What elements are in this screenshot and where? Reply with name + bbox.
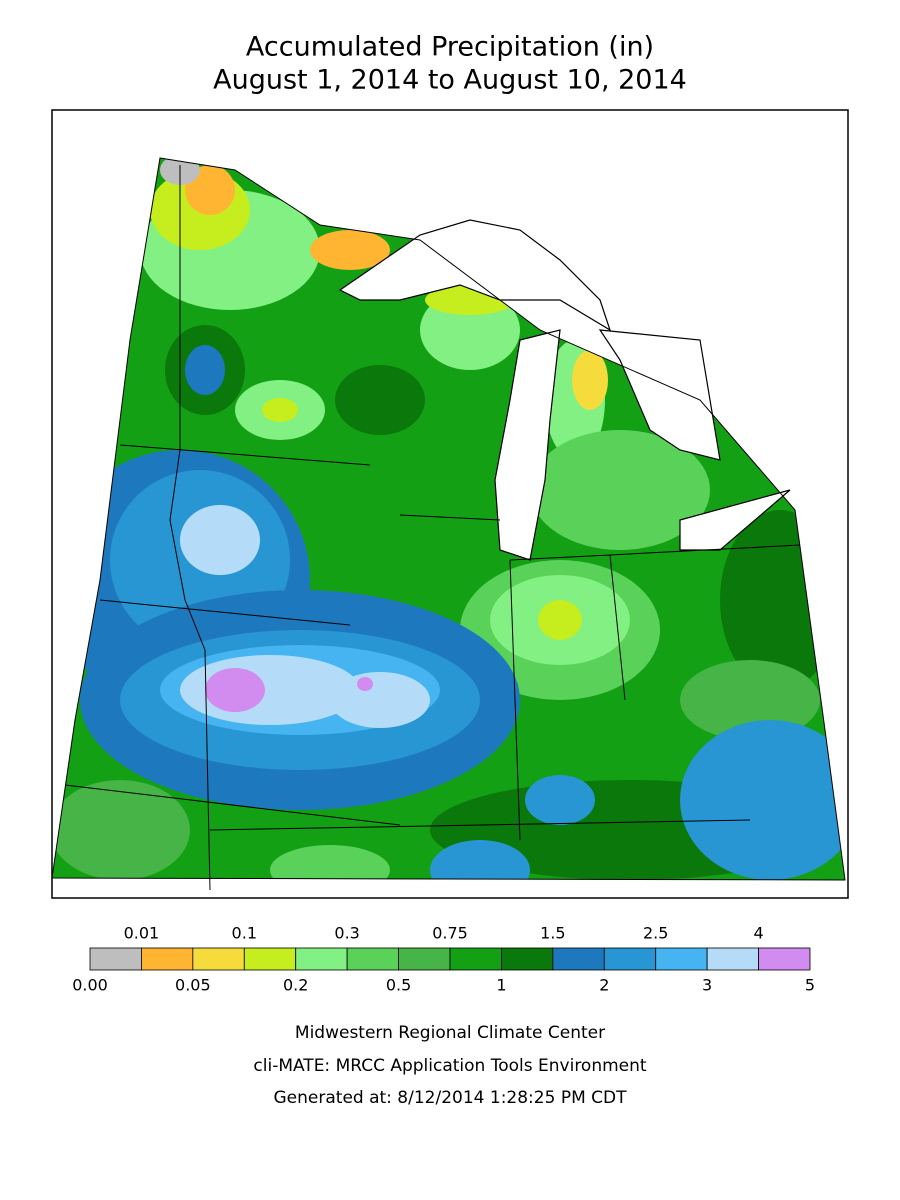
footer-line: cli-MATE: MRCC Application Tools Environ…: [253, 1056, 646, 1076]
legend-label: 2: [599, 976, 609, 995]
legend-swatch: [346, 947, 399, 971]
legend-swatch: [398, 947, 451, 971]
legend-label: 5: [805, 976, 815, 995]
legend-label: 0.01: [124, 924, 160, 943]
legend-label: 1.5: [540, 924, 565, 943]
legend-label: 0.05: [175, 976, 211, 995]
state-borders: [51, 157, 846, 891]
legend-label: 0.3: [334, 924, 359, 943]
legend-label: 1: [496, 976, 506, 995]
legend-swatch: [243, 947, 297, 971]
legend-label: 0.2: [283, 976, 308, 995]
footer-line: Midwestern Regional Climate Center: [295, 1023, 605, 1043]
legend-label: 2.5: [643, 924, 668, 943]
legend-swatch: [295, 947, 348, 971]
map-frame: [51, 109, 849, 899]
legend-label: 0.1: [232, 924, 257, 943]
legend-swatch: [552, 947, 605, 971]
footer-line: Generated at: 8/12/2014 1:28:25 PM CDT: [274, 1088, 628, 1108]
legend-swatch: [603, 947, 657, 971]
legend: 0.00 0.01 0.05 0.1 0.2 0.3 0.5 0.75 1 1.5 2 2.5 3 4 5: [72, 924, 815, 995]
map-subtitle: August 1, 2014 to August 10, 2014: [213, 65, 687, 96]
legend-swatch: [89, 947, 142, 971]
legend-label: 3: [702, 976, 712, 995]
legend-label: 0.75: [432, 924, 468, 943]
legend-swatch: [655, 947, 708, 971]
lakes: [338, 219, 791, 561]
legend-label: 4: [753, 924, 763, 943]
legend-swatch: [706, 947, 759, 971]
map-title: Accumulated Precipitation (in): [246, 32, 654, 63]
legend-swatch: [449, 947, 502, 971]
legend-swatch: [501, 947, 554, 971]
legend-label: 0.5: [386, 976, 411, 995]
legend-label: 0.00: [72, 976, 108, 995]
legend-swatch: [141, 947, 194, 971]
legend-swatch: [758, 947, 811, 971]
legend-swatch: [192, 947, 245, 971]
